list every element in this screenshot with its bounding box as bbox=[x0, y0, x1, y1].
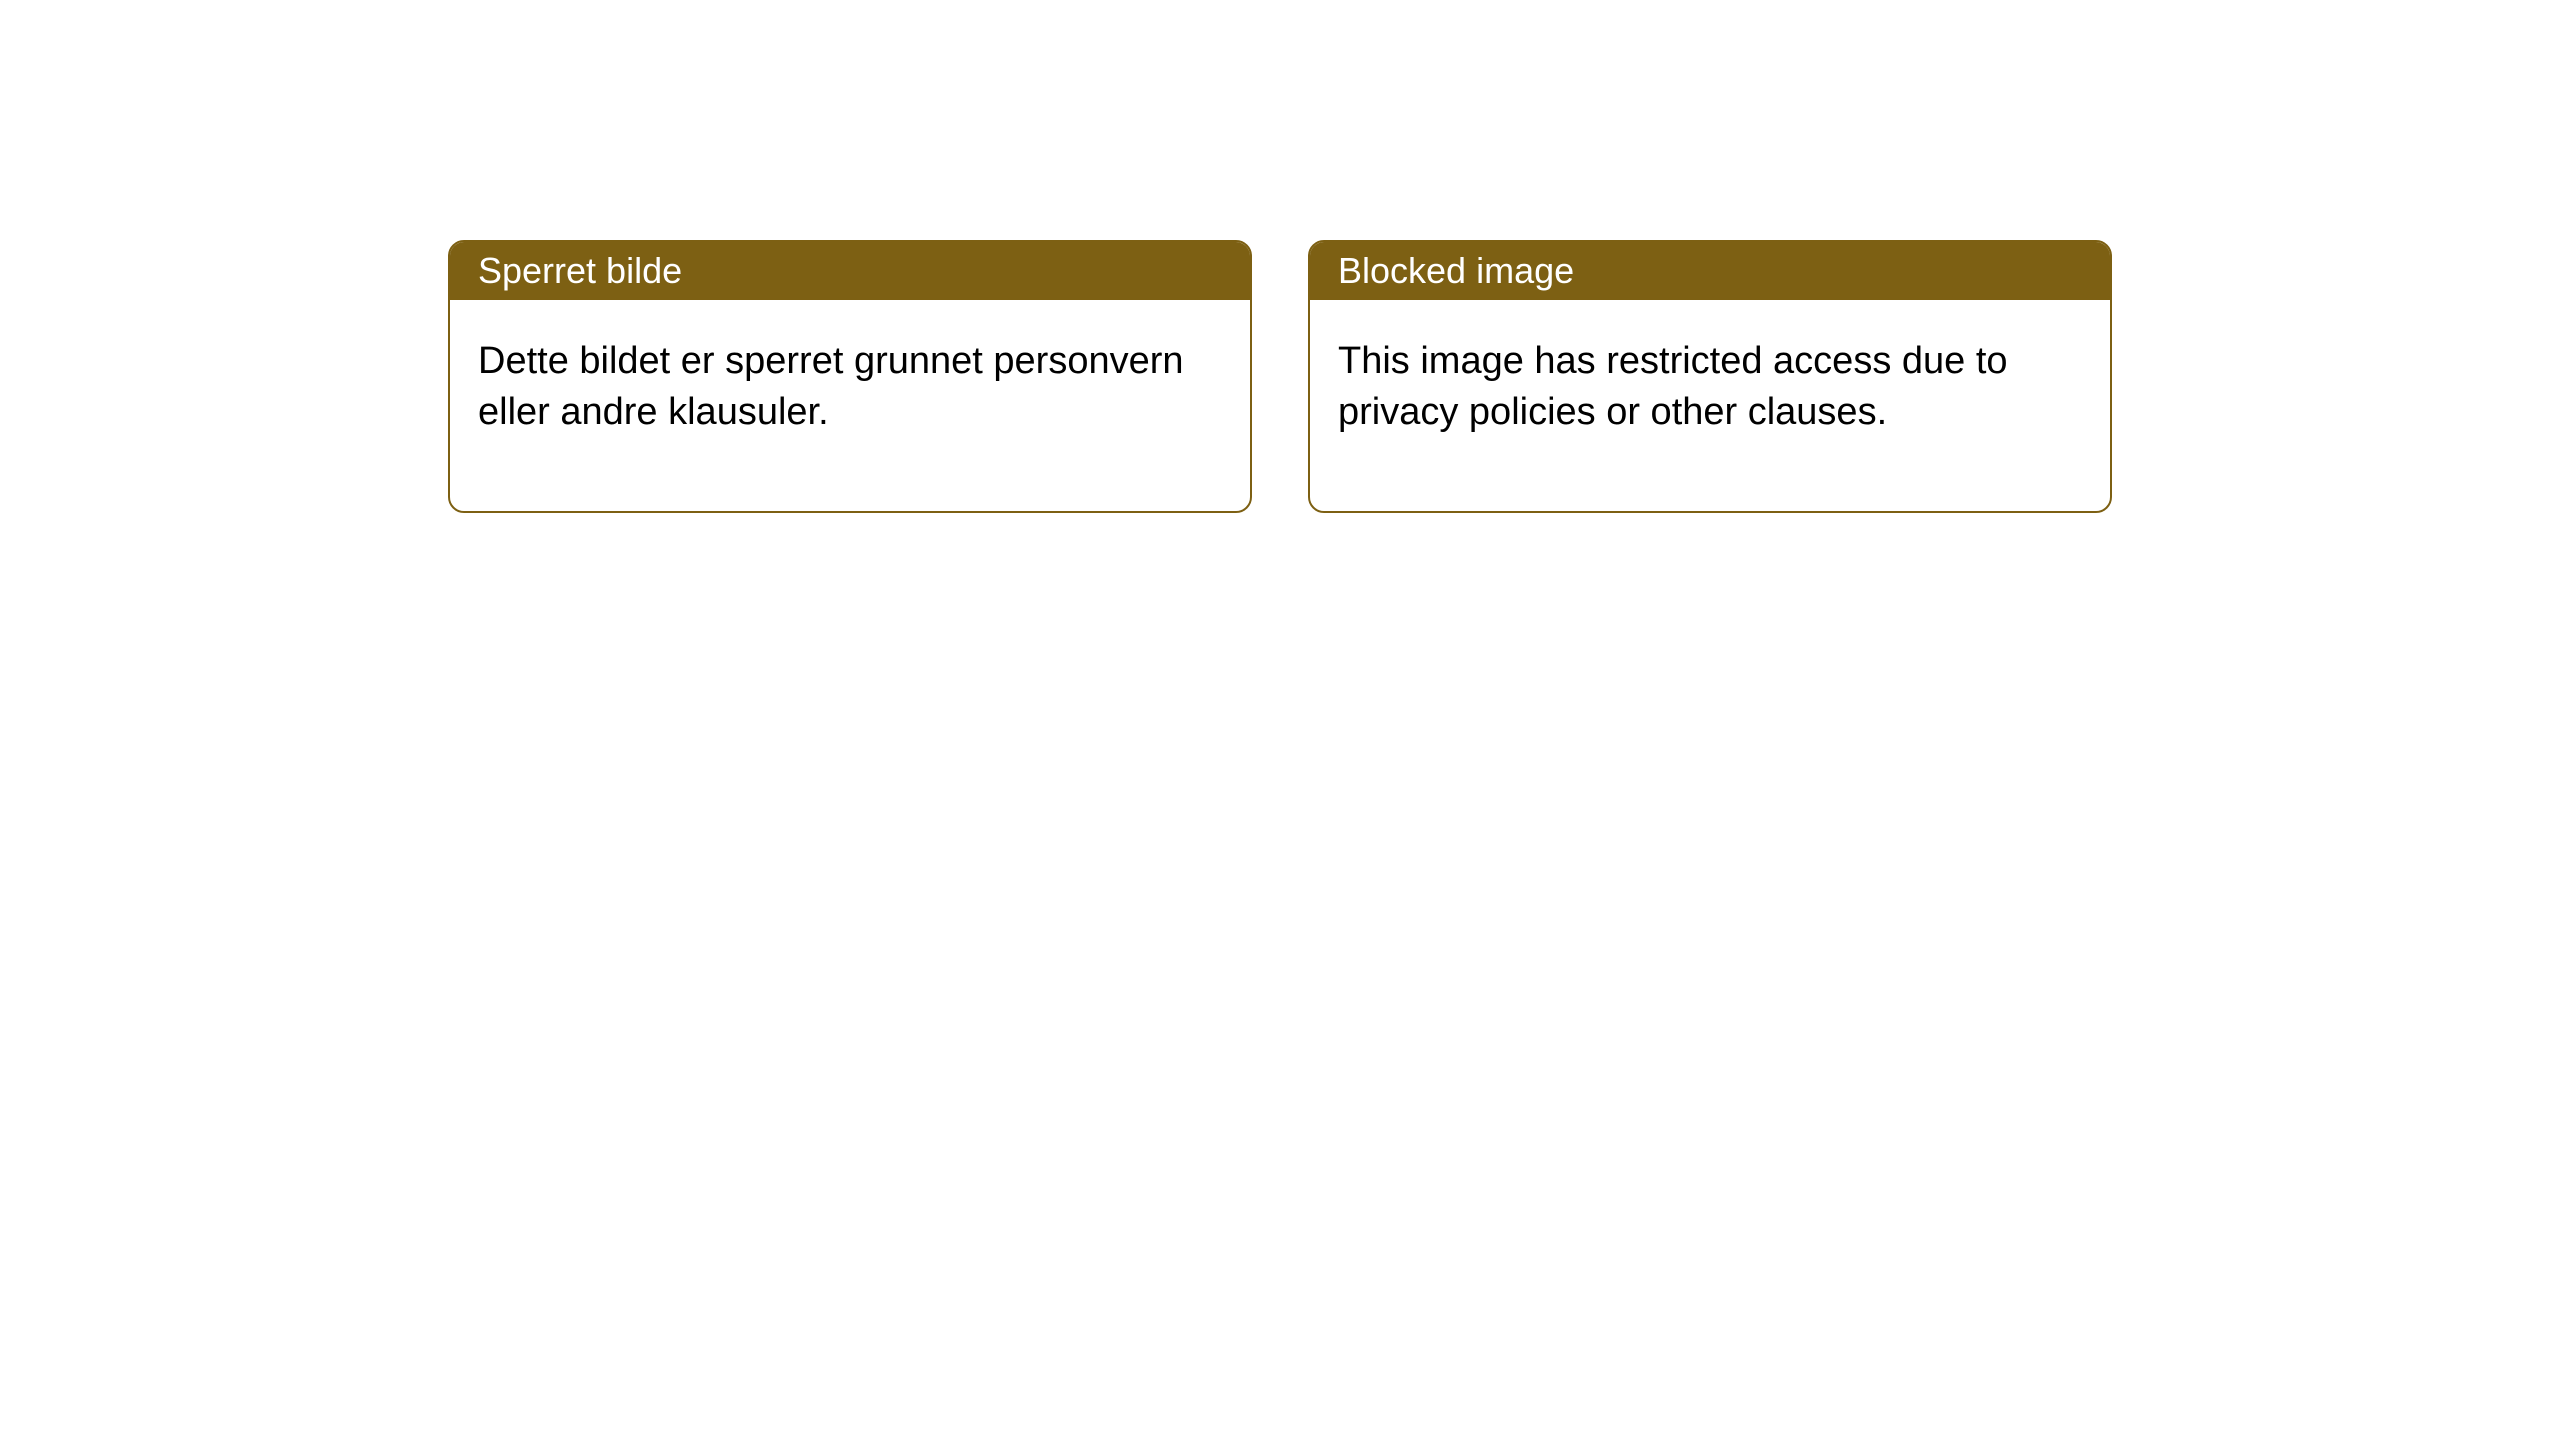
notice-card-english: Blocked image This image has restricted … bbox=[1308, 240, 2112, 513]
notice-card-norwegian: Sperret bilde Dette bildet er sperret gr… bbox=[448, 240, 1252, 513]
notice-header-norwegian: Sperret bilde bbox=[450, 242, 1250, 300]
notice-body-english: This image has restricted access due to … bbox=[1310, 300, 2110, 511]
notice-body-norwegian: Dette bildet er sperret grunnet personve… bbox=[450, 300, 1250, 511]
notice-header-english: Blocked image bbox=[1310, 242, 2110, 300]
notice-container: Sperret bilde Dette bildet er sperret gr… bbox=[0, 0, 2560, 513]
